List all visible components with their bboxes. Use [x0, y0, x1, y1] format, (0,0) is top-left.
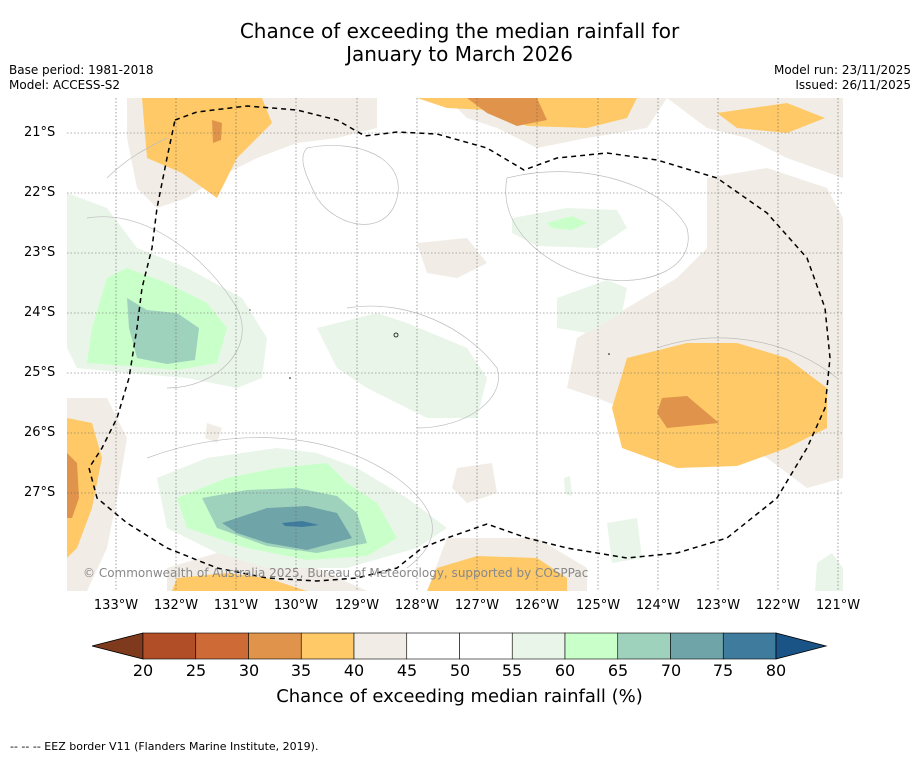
shade-30-35 [67, 98, 719, 518]
island-marker [393, 332, 399, 338]
colorbar-segment [459, 632, 513, 660]
shade-75-80 [282, 521, 319, 527]
colorbar-segments [91, 632, 828, 660]
lat-label-25s: 25°S [24, 365, 56, 380]
lon-label-129w: 129°W [334, 598, 380, 613]
map-title-line-2: January to March 2026 [346, 42, 573, 66]
lon-label-132w: 132°W [153, 598, 199, 613]
contour-lines [86, 137, 838, 569]
lon-label-127w: 127°W [454, 598, 500, 613]
colorbar-tick: 40 [343, 661, 365, 680]
lon-label-122w: 122°W [755, 598, 801, 613]
lat-label-22s: 22°S [24, 185, 56, 200]
graticule [67, 98, 843, 591]
lon-label-130w: 130°W [273, 598, 319, 613]
base-period: Base period: 1981-2018 [9, 63, 154, 77]
colorbar-segment [406, 632, 460, 660]
lat-label-27s: 27°S [24, 485, 56, 500]
colorbar-tick: 20 [132, 661, 154, 680]
colorbar-tick: 35 [290, 661, 312, 680]
island-marker [608, 353, 610, 355]
island-marker [289, 377, 291, 379]
colorbar-tick: 60 [554, 661, 576, 680]
colorbar-tick: 45 [396, 661, 418, 680]
lat-label-21s: 21°S [24, 125, 56, 140]
lon-label-124w: 124°W [635, 598, 681, 613]
rainfall-probability-map: © Commonwealth of Australia 2025, Bureau… [67, 98, 843, 591]
colorbar-label: Chance of exceeding median rainfall (%) [276, 686, 643, 707]
colorbar-segment [617, 632, 671, 660]
lon-label-123w: 123°W [695, 598, 741, 613]
eez-legend-note: -- -- -- EEZ border V11 (Flanders Marine… [10, 740, 319, 753]
colorbar-segment [353, 632, 408, 660]
colorbar-tick: 65 [607, 661, 629, 680]
colorbar-segment [722, 632, 777, 660]
map-title-line-1: Chance of exceeding the median rainfall … [239, 19, 680, 43]
colorbar-segment [248, 632, 302, 660]
colorbar-segment [511, 632, 566, 660]
lon-label-131w: 131°W [213, 598, 259, 613]
colorbar-segment [300, 632, 355, 660]
colorbar-tick: 25 [185, 661, 207, 680]
eez-border [88, 105, 831, 582]
island-marker [249, 309, 251, 311]
colorbar-segment [670, 632, 724, 660]
colorbar-segment [142, 632, 197, 660]
colorbar-segment [195, 632, 249, 660]
colorbar-tick: 70 [660, 661, 682, 680]
colorbar-extend-high [775, 632, 828, 660]
model-run-date: Model run: 23/11/2025 [773, 63, 911, 77]
colorbar-extend-low [91, 632, 144, 660]
lon-label-126w: 126°W [514, 598, 560, 613]
colorbar-tick: 75 [712, 661, 734, 680]
shade-70-75 [222, 506, 352, 550]
colorbar-tick: 30 [238, 661, 260, 680]
colorbar-segment [564, 632, 619, 660]
lat-label-26s: 26°S [24, 425, 56, 440]
lon-label-121w: 121°W [815, 598, 861, 613]
colorbar [91, 632, 828, 660]
lat-label-24s: 24°S [24, 305, 56, 320]
colorbar-tick: 80 [765, 661, 787, 680]
colorbar-tick: 50 [449, 661, 471, 680]
lon-label-133w: 133°W [93, 598, 139, 613]
issued-date: Issued: 26/11/2025 [795, 78, 911, 92]
lat-label-23s: 23°S [24, 245, 56, 260]
copyright-notice: © Commonwealth of Australia 2025, Bureau… [83, 566, 588, 580]
colorbar-tick: 55 [501, 661, 523, 680]
lon-label-128w: 128°W [394, 598, 440, 613]
lon-label-125w: 125°W [575, 598, 621, 613]
model-name: Model: ACCESS-S2 [9, 78, 121, 92]
